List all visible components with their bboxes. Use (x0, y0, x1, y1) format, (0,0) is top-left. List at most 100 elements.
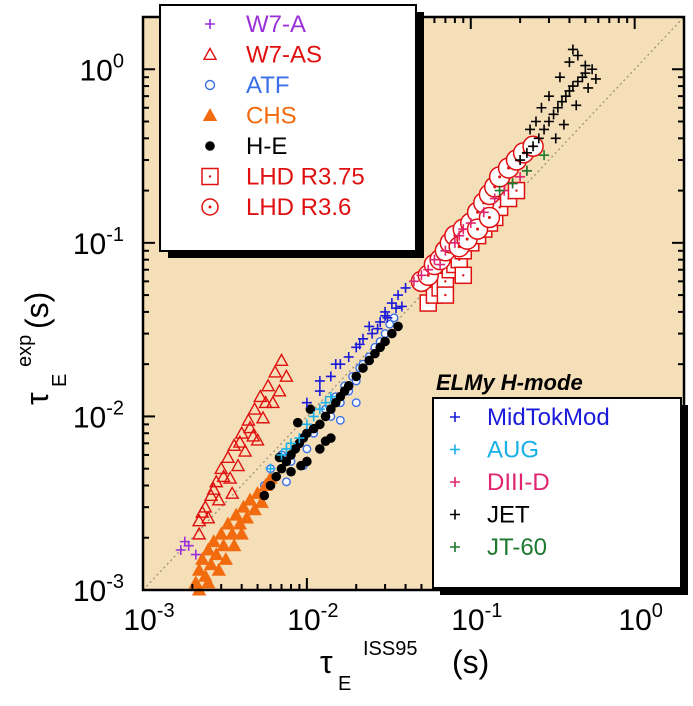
data-point (521, 147, 532, 158)
data-point (281, 477, 291, 487)
data-point (247, 502, 262, 516)
data-point (372, 323, 383, 334)
legend-marker (201, 198, 219, 216)
data-point (296, 460, 306, 471)
legend-item: ATF (204, 72, 290, 99)
data-point (302, 428, 312, 439)
legend-item: LHD R3.75 (201, 164, 365, 191)
data-point (315, 419, 325, 430)
series-jet (515, 44, 601, 166)
svg-text:τ: τ (320, 644, 333, 680)
data-point (195, 504, 210, 518)
data-point (326, 404, 336, 415)
data-point (314, 375, 325, 386)
data-point (314, 386, 325, 397)
data-point (203, 488, 219, 502)
data-point (560, 91, 571, 102)
data-point (539, 150, 550, 161)
data-point (408, 276, 419, 287)
data-point (539, 124, 550, 135)
data-point (343, 351, 354, 362)
data-point (260, 378, 276, 392)
data-point (224, 526, 240, 540)
data-point (521, 165, 532, 176)
legend-marker (202, 47, 218, 60)
data-point (254, 494, 269, 508)
data-point (247, 401, 262, 415)
data-point (564, 57, 575, 68)
data-point (211, 562, 226, 576)
legend-item: W7-A (205, 11, 306, 38)
legend-stellarator: W7-A W7-AS ATF CHS H-E LHD R3.75 LHD R3.6 (159, 4, 424, 258)
legend-item: H-E (205, 133, 287, 160)
data-point (179, 536, 190, 547)
legend-label: LHD R3.75 (246, 164, 365, 191)
data-point (391, 303, 402, 314)
data-point (552, 102, 563, 113)
legend-marker (201, 167, 219, 186)
legend-marker (450, 412, 460, 422)
data-point (292, 417, 303, 428)
data-point (567, 81, 578, 92)
data-point (550, 133, 561, 144)
data-point (211, 492, 226, 506)
data-point (230, 458, 246, 472)
legend-item: JT-60 (450, 534, 547, 561)
data-point (258, 395, 273, 409)
data-point (454, 230, 465, 241)
x-axis-label: τ E ISS95 (s) (320, 638, 489, 695)
data-point (175, 544, 186, 555)
data-point (228, 507, 244, 521)
data-point (478, 207, 489, 218)
series-aug (265, 391, 336, 474)
data-point (236, 499, 251, 513)
data-point (191, 562, 207, 576)
x-tick-label: 10-3 (123, 600, 174, 637)
series-w7-as (191, 353, 294, 540)
y-tick-label: 100 (80, 50, 125, 87)
data-point (239, 510, 255, 524)
data-point (393, 290, 404, 301)
legend-label: H-E (246, 133, 287, 160)
y-tick-label: 10-1 (73, 224, 124, 261)
svg-text:ISS95: ISS95 (363, 638, 417, 660)
data-point (214, 526, 229, 540)
legend-marker (204, 79, 216, 91)
legend-marker (450, 542, 460, 552)
y-axis-label: τ E exp (s) (14, 292, 71, 405)
data-point (567, 44, 578, 55)
legend-label: AUG (487, 437, 539, 464)
data-point (201, 575, 216, 589)
legend-marker (205, 19, 215, 29)
legend-tokamak: MidTokMod AUG DIII-D JET JT-60 (432, 397, 688, 595)
data-point (279, 368, 294, 382)
data-point (507, 178, 518, 189)
data-point (308, 411, 319, 422)
legend-item: DIII-D (450, 469, 550, 496)
data-point (209, 547, 224, 561)
data-point (386, 298, 397, 309)
data-point (435, 259, 446, 270)
data-point (216, 538, 231, 552)
data-point (515, 171, 526, 182)
data-point (220, 450, 236, 463)
legend-item: CHS (202, 103, 297, 130)
data-point (335, 415, 345, 425)
data-point (191, 526, 207, 540)
data-point (554, 72, 565, 83)
data-point (494, 185, 505, 196)
data-point (315, 444, 325, 454)
x-tick-label: 10-2 (287, 600, 338, 637)
data-point (265, 395, 281, 409)
data-point (272, 383, 287, 397)
data-point (393, 321, 403, 332)
y-tick-label: 10-2 (73, 397, 124, 434)
legend-label: DIII-D (487, 469, 550, 496)
data-point (301, 397, 312, 408)
data-point (416, 270, 427, 281)
data-point (305, 404, 316, 415)
data-point (286, 466, 296, 477)
data-point (367, 328, 378, 339)
data-point (325, 371, 336, 382)
